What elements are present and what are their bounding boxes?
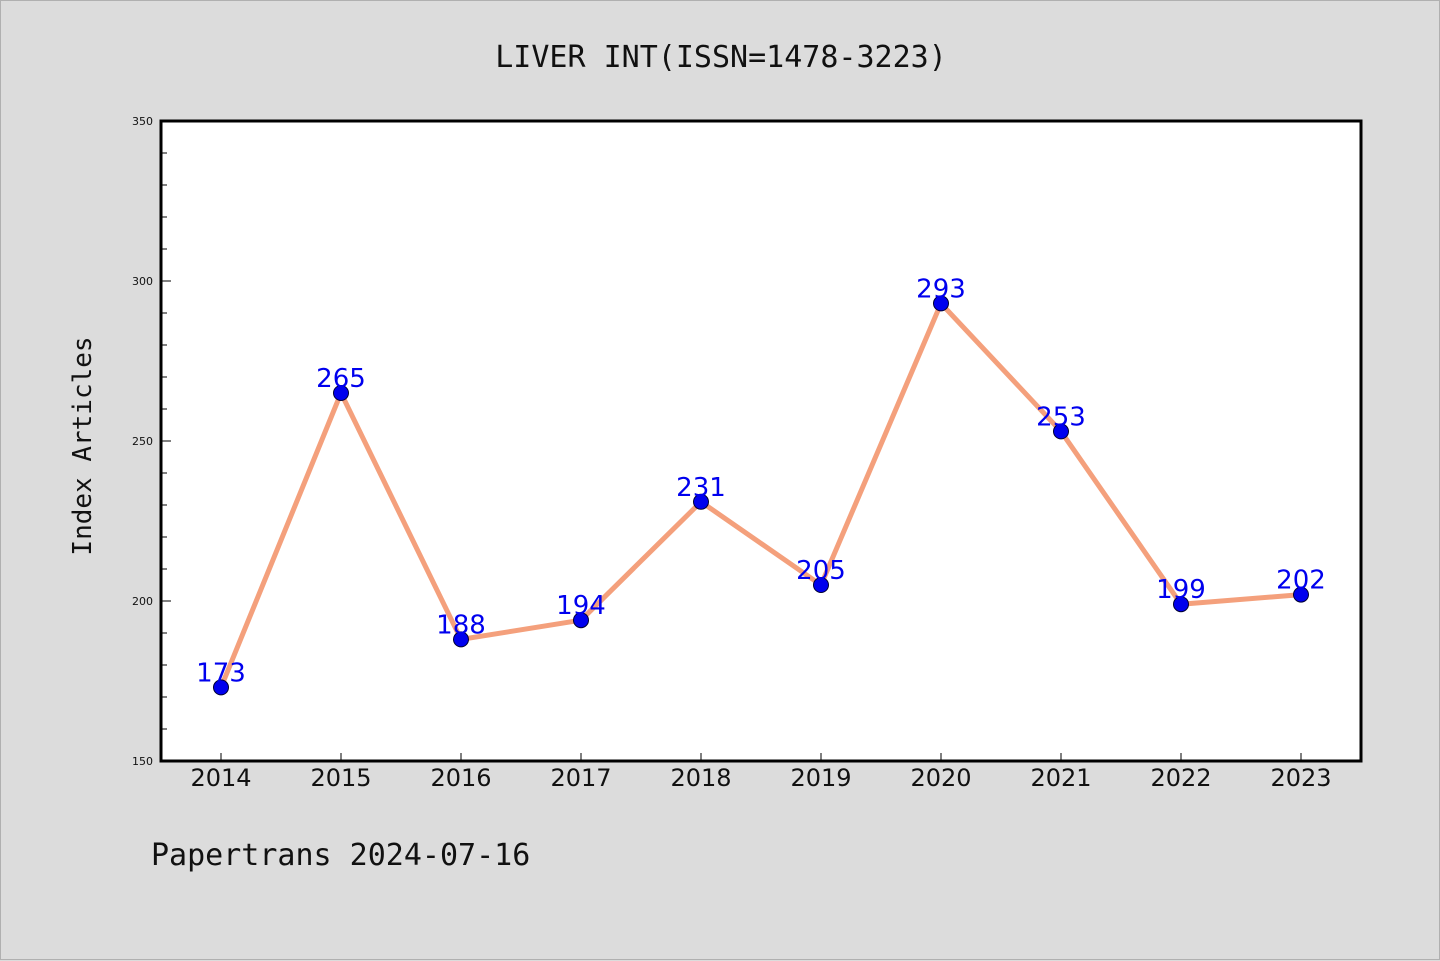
data-label: 205 [796, 556, 846, 586]
x-tick-label: 2021 [1030, 764, 1091, 792]
y-axis-label: Index Articles [68, 336, 98, 555]
data-point [1053, 423, 1069, 440]
y-tick-label: 300 [132, 275, 153, 288]
x-tick-label: 2022 [1150, 764, 1211, 792]
data-label: 173 [196, 658, 246, 688]
footer-credit: Papertrans 2024-07-16 [151, 838, 530, 873]
data-label: 231 [676, 473, 726, 503]
data-label: 293 [916, 274, 966, 304]
x-tick-label: 2023 [1270, 764, 1331, 792]
x-tick-label: 2020 [910, 764, 971, 792]
x-tick-label: 2017 [550, 764, 611, 792]
data-point [1173, 596, 1189, 613]
x-tick-label: 2015 [310, 764, 371, 792]
data-point [453, 631, 469, 648]
x-tick-label: 2014 [190, 764, 251, 792]
data-point [573, 612, 589, 629]
data-point [693, 493, 709, 510]
data-point [333, 385, 349, 401]
data-point [1293, 586, 1309, 603]
data-label: 199 [1156, 575, 1206, 605]
x-tick-label: 2019 [790, 764, 851, 792]
data-point [933, 295, 949, 312]
x-tick-label: 2016 [430, 764, 491, 792]
data-label: 202 [1276, 566, 1326, 596]
x-tick-label: 2018 [670, 764, 731, 792]
series-line [218, 300, 1304, 690]
y-tick-label: 250 [132, 435, 153, 448]
data-label: 194 [556, 591, 606, 621]
y-tick-label: 200 [132, 595, 153, 608]
data-point [213, 679, 229, 696]
data-label: 188 [436, 610, 486, 640]
y-tick-label: 150 [132, 755, 153, 768]
data-point [813, 577, 829, 593]
plot-area [159, 119, 1363, 763]
data-label: 265 [316, 364, 366, 394]
data-label: 253 [1036, 402, 1086, 432]
chart-title: LIVER INT(ISSN=1478-3223) [495, 40, 947, 75]
y-tick-label: 350 [132, 115, 153, 128]
